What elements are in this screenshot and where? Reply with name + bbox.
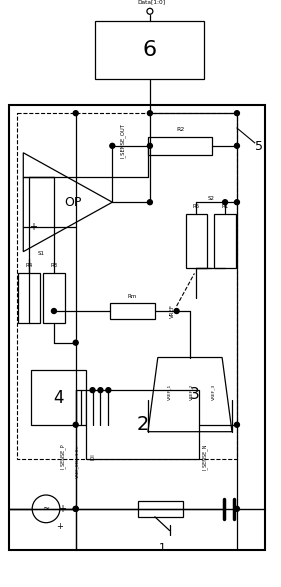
Circle shape (148, 111, 152, 116)
Bar (138, 501, 183, 517)
Text: S2: S2 (207, 195, 214, 201)
Text: R2: R2 (176, 127, 184, 131)
Circle shape (98, 387, 103, 393)
Text: I_SENSE_N: I_SENSE_N (201, 443, 207, 470)
Text: VREF_1: VREF_1 (168, 384, 172, 400)
Bar (86, 390, 199, 460)
Text: 5: 5 (255, 140, 263, 153)
Circle shape (73, 507, 78, 511)
Circle shape (148, 111, 152, 116)
Text: S1: S1 (38, 251, 45, 256)
Text: VREF: VREF (170, 304, 175, 318)
Text: OP: OP (64, 195, 81, 209)
Text: IOI: IOI (90, 453, 95, 460)
Circle shape (110, 143, 115, 149)
Circle shape (148, 200, 152, 205)
Text: ~: ~ (42, 504, 49, 514)
Text: -: - (31, 173, 35, 183)
Circle shape (234, 507, 239, 511)
Bar (31, 370, 86, 425)
Text: R5: R5 (193, 204, 200, 208)
Text: +: + (56, 522, 63, 531)
Text: 6: 6 (143, 40, 157, 60)
Bar (148, 137, 212, 155)
Bar (110, 303, 155, 319)
Text: VREF_2: VREF_2 (189, 384, 193, 400)
Text: 4: 4 (53, 389, 64, 407)
Circle shape (234, 111, 239, 116)
Circle shape (90, 387, 95, 393)
Text: +: + (58, 504, 66, 514)
Circle shape (148, 143, 152, 149)
Bar (214, 214, 236, 268)
Bar (18, 274, 40, 323)
Bar (17, 113, 237, 460)
Bar (10, 105, 265, 551)
Text: R4: R4 (26, 263, 33, 268)
Text: 2: 2 (136, 415, 149, 434)
Circle shape (234, 200, 239, 205)
Text: I_SENSE_OUT: I_SENSE_OUT (119, 123, 125, 158)
Text: Rm: Rm (128, 294, 137, 299)
Bar (185, 214, 207, 268)
Text: R1: R1 (221, 204, 229, 208)
Circle shape (234, 422, 239, 427)
Text: R3: R3 (50, 263, 58, 268)
Text: VREF_3: VREF_3 (211, 384, 215, 400)
Circle shape (174, 309, 179, 313)
Circle shape (73, 422, 78, 427)
Circle shape (106, 387, 111, 393)
Text: +: + (29, 222, 37, 232)
Circle shape (51, 309, 56, 313)
Circle shape (234, 143, 239, 149)
Bar (96, 21, 204, 79)
Text: 3: 3 (190, 387, 200, 402)
Text: VREF_SEL<1:0>: VREF_SEL<1:0> (76, 444, 80, 478)
Text: I_SENSE_P: I_SENSE_P (60, 444, 66, 469)
Text: 1: 1 (159, 544, 166, 554)
Circle shape (73, 111, 78, 116)
Circle shape (73, 340, 78, 345)
Text: Data[1:0]: Data[1:0] (138, 0, 166, 4)
Bar (43, 274, 65, 323)
Text: -: - (243, 504, 247, 514)
Circle shape (73, 507, 78, 511)
Circle shape (223, 200, 228, 205)
